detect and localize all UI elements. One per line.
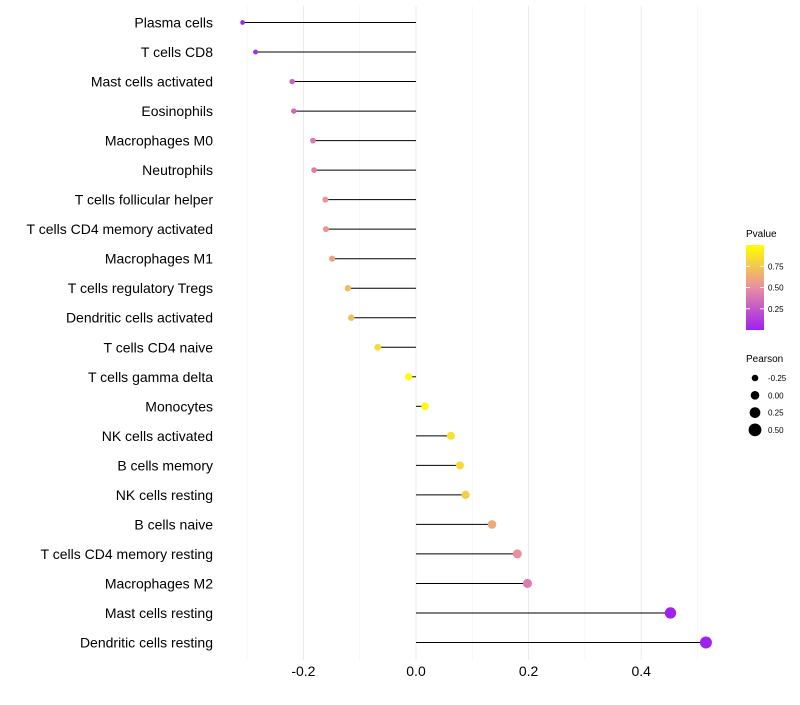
lollipop-point bbox=[289, 78, 295, 85]
pearson-legend-label: 0.00 bbox=[768, 391, 784, 400]
pvalue-legend: Pvalue 0.25 0.50 0.75 bbox=[746, 229, 784, 330]
x-axis-ticks: -0.2 0.0 0.2 0.4 bbox=[291, 663, 651, 679]
pearson-legend-label: 0.25 bbox=[768, 409, 784, 418]
category-label: T cells follicular helper bbox=[75, 192, 214, 208]
category-label: Eosinophils bbox=[141, 103, 213, 119]
lollipop-point bbox=[240, 20, 245, 25]
pearson-legend-title: Pearson bbox=[746, 354, 783, 365]
category-label: Dendritic cells resting bbox=[80, 635, 213, 651]
lollipop-point bbox=[311, 167, 318, 174]
category-label: T cells CD4 memory resting bbox=[41, 546, 213, 562]
lollipop-point bbox=[512, 549, 522, 559]
lollipop-point bbox=[522, 578, 533, 589]
category-label: NK cells resting bbox=[116, 487, 213, 503]
points-layer bbox=[240, 20, 712, 649]
lollipop-point bbox=[487, 520, 497, 529]
lollipop-point bbox=[455, 461, 464, 470]
lollipop-point bbox=[322, 196, 329, 203]
category-label: Plasma cells bbox=[134, 15, 213, 31]
category-label: T cells gamma delta bbox=[88, 369, 213, 385]
lollipop-point bbox=[253, 49, 258, 55]
lollipop-point bbox=[329, 255, 336, 262]
pearson-legend-dot bbox=[749, 407, 761, 418]
lollipop-point bbox=[421, 402, 429, 411]
category-label: B cells naive bbox=[134, 516, 213, 532]
pvalue-tick-label: 0.75 bbox=[768, 262, 784, 271]
pvalue-tick-label: 0.50 bbox=[768, 284, 784, 293]
pvalue-legend-ticks: 0.25 0.50 0.75 bbox=[746, 262, 784, 314]
lollipop-point bbox=[664, 607, 677, 619]
x-tick-label: 0.0 bbox=[406, 663, 426, 679]
category-label: T cells CD8 bbox=[141, 44, 213, 60]
lollipop-point bbox=[446, 431, 455, 440]
x-tick-label: 0.2 bbox=[519, 663, 539, 679]
lollipop-point bbox=[405, 373, 413, 381]
category-labels: Plasma cells T cells CD8 Mast cells activa… bbox=[27, 15, 214, 651]
category-label: Macrophages M1 bbox=[105, 251, 213, 267]
pearson-legend-items: -0.25 0.00 0.25 0.50 bbox=[748, 374, 787, 437]
category-label: Neutrophils bbox=[142, 162, 213, 178]
pearson-legend-dot bbox=[751, 374, 759, 382]
lollipop-point bbox=[699, 636, 712, 649]
category-label: Mast cells resting bbox=[105, 605, 213, 621]
lollipop-point bbox=[344, 285, 352, 292]
category-label: T cells CD4 memory activated bbox=[27, 221, 213, 237]
lollipop-point bbox=[322, 226, 329, 233]
pearson-legend: Pearson -0.25 0.00 0.25 0.50 bbox=[746, 354, 787, 437]
category-label: Macrophages M0 bbox=[105, 133, 213, 149]
category-label: B cells memory bbox=[117, 457, 213, 473]
category-label: T cells regulatory Tregs bbox=[68, 280, 213, 296]
pearson-legend-dot bbox=[748, 423, 762, 437]
category-label: Monocytes bbox=[145, 398, 213, 414]
category-label: Mast cells activated bbox=[91, 74, 213, 90]
category-label: Macrophages M2 bbox=[105, 575, 213, 591]
x-tick-label: -0.2 bbox=[291, 663, 315, 679]
pvalue-legend-title: Pvalue bbox=[746, 229, 777, 240]
category-label: T cells CD4 naive bbox=[104, 339, 214, 355]
grid-layer bbox=[246, 6, 698, 660]
pvalue-tick-label: 0.25 bbox=[768, 305, 784, 314]
pearson-legend-dot bbox=[750, 390, 760, 400]
category-label: Dendritic cells activated bbox=[66, 310, 213, 326]
category-label: NK cells activated bbox=[102, 428, 213, 444]
pearson-legend-label: 0.50 bbox=[768, 426, 784, 435]
stems-layer bbox=[242, 22, 706, 643]
lollipop-point bbox=[374, 343, 382, 351]
pvalue-colorbar bbox=[746, 245, 764, 330]
x-tick-label: 0.4 bbox=[631, 663, 651, 679]
lollipop-point bbox=[291, 108, 297, 114]
lollipop-point bbox=[348, 314, 355, 321]
pearson-legend-label: -0.25 bbox=[768, 374, 787, 383]
lollipop-point bbox=[310, 137, 316, 144]
lollipop-point bbox=[461, 490, 470, 499]
